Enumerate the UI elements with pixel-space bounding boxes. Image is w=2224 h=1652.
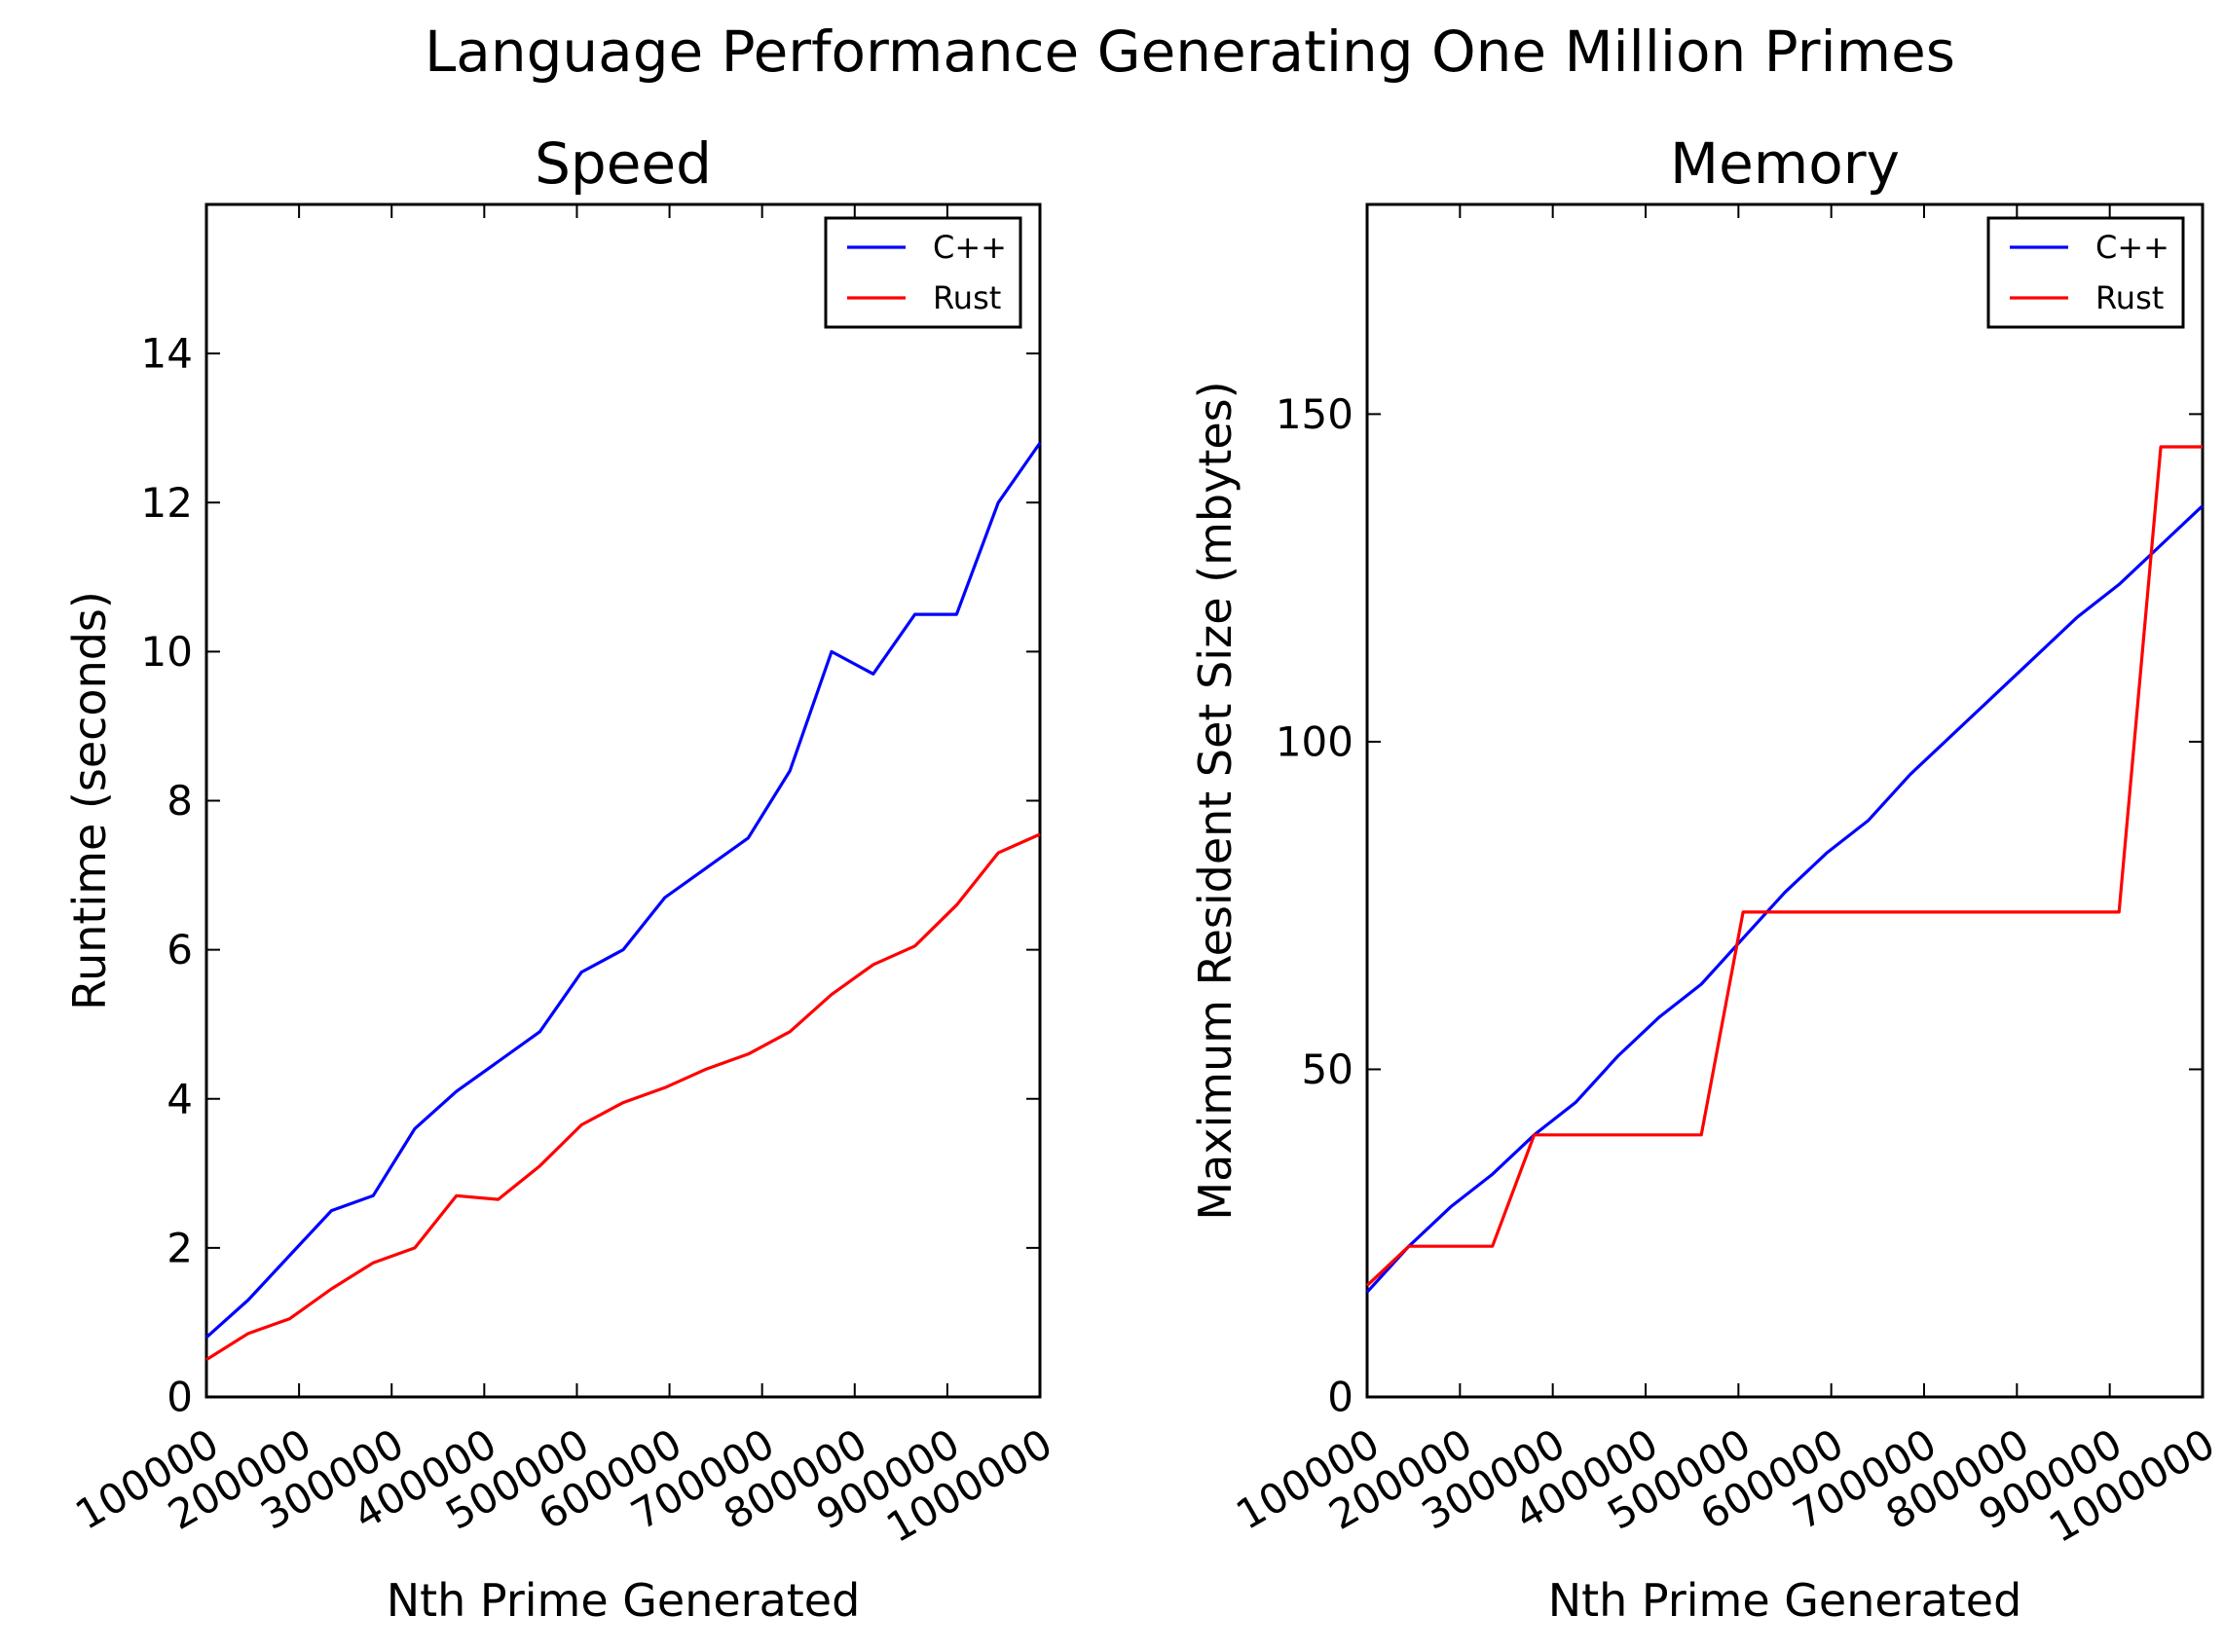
speed-y-tick-label: 14 [141,330,193,378]
speed-y-tick-label: 8 [167,777,193,825]
memory-series-rust-line [1365,445,2203,1287]
speed-y-tick-label: 6 [167,926,193,973]
speed-x-axis-label: Nth Prime Generated [387,1574,861,1627]
speed-y-tick-label: 4 [167,1075,193,1122]
speed-legend-label-rust: Rust [933,279,1001,316]
memory-y-tick-label: 100 [1276,717,1353,765]
speed-series-c-line [204,442,1042,1339]
memory-plot-frame [1365,202,2205,1399]
memory-y-tick-label: 50 [1302,1046,1353,1093]
memory-y-axis-label: Maximum Resident Set Size (mbytes) [1189,381,1242,1220]
speed-series-rust-line [205,832,1041,1362]
memory-y-tick-label: 150 [1276,390,1353,438]
speed-legend-label-c: C++ [933,229,1007,266]
memory-legend-label-c: C++ [2095,229,2169,266]
memory-series-c-line [1365,504,2205,1294]
speed-y-tick-label: 10 [141,628,193,676]
speed-chart-title: Speed [535,130,712,197]
memory-legend-label-rust: Rust [2095,279,2164,316]
memory-legend-box [1986,216,2185,329]
figure-title: Language Performance Generating One Mill… [425,18,1955,85]
speed-y-tick-label: 0 [167,1374,193,1421]
speed-y-tick-label: 2 [167,1224,193,1271]
speed-legend-box [824,216,1022,329]
speed-y-axis-label: Runtime (seconds) [63,591,116,1010]
memory-chart-title: Memory [1670,130,1900,197]
speed-y-tick-label: 12 [141,479,193,527]
memory-y-tick-label: 0 [1327,1374,1353,1421]
memory-x-axis-label: Nth Prime Generated [1548,1574,2022,1627]
